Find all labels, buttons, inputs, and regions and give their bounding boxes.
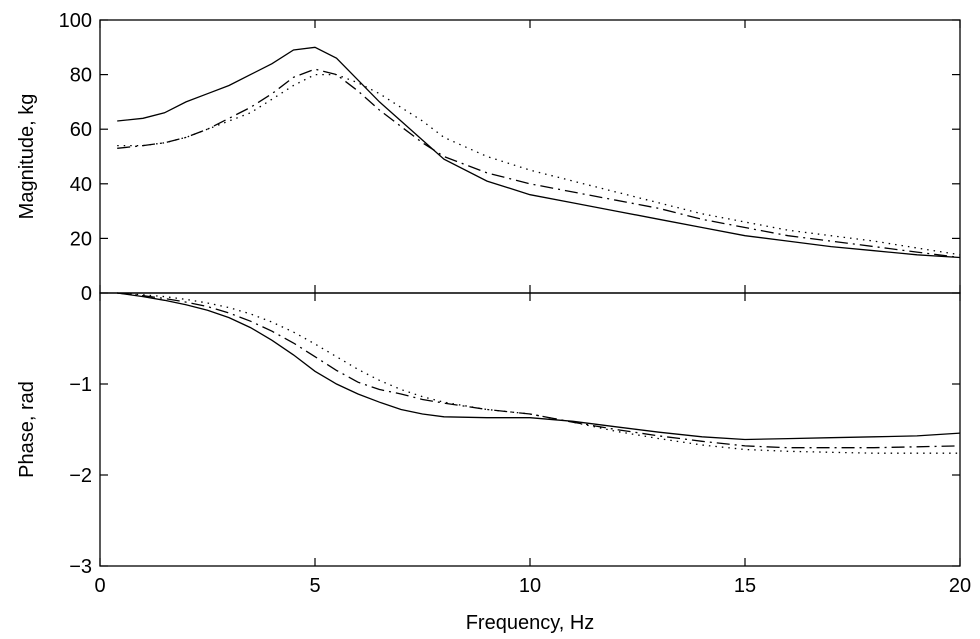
phase-series-dashdot [117,292,961,449]
phase-xtick-label: 10 [519,575,541,597]
magnitude-ylabel: Magnitude, kg [16,94,38,220]
phase-axes-frame [99,292,961,567]
phase-xlabel: Frequency, Hz [466,612,595,634]
magnitude-series-dotted [117,73,961,256]
magnitude-ytick-label: 100 [59,10,92,32]
phase-ytick-label: −2 [69,465,92,487]
phase-ylabel: Phase, rad [16,381,38,478]
phase-series-solid [117,292,961,441]
phase-series-dotted [117,292,960,454]
magnitude-series-dashdot [117,68,961,259]
phase-ytick-label: −1 [69,374,92,396]
magnitude-ytick-label: 80 [70,65,92,87]
magnitude-ytick-label: 20 [70,228,92,250]
phase-ytick-label: −3 [69,556,92,578]
magnitude-ytick-label: 40 [70,174,92,196]
magnitude-ytick-label: 60 [70,119,92,141]
phase-xtick-label: 0 [94,575,105,597]
magnitude-series-solid [117,46,961,259]
phase-xtick-label: 5 [309,575,320,597]
phase-xtick-label: 15 [734,575,756,597]
phase-xtick-label: 20 [949,575,971,597]
magnitude-axes-frame [99,19,961,294]
magnitude-ytick-label: 0 [81,283,92,305]
